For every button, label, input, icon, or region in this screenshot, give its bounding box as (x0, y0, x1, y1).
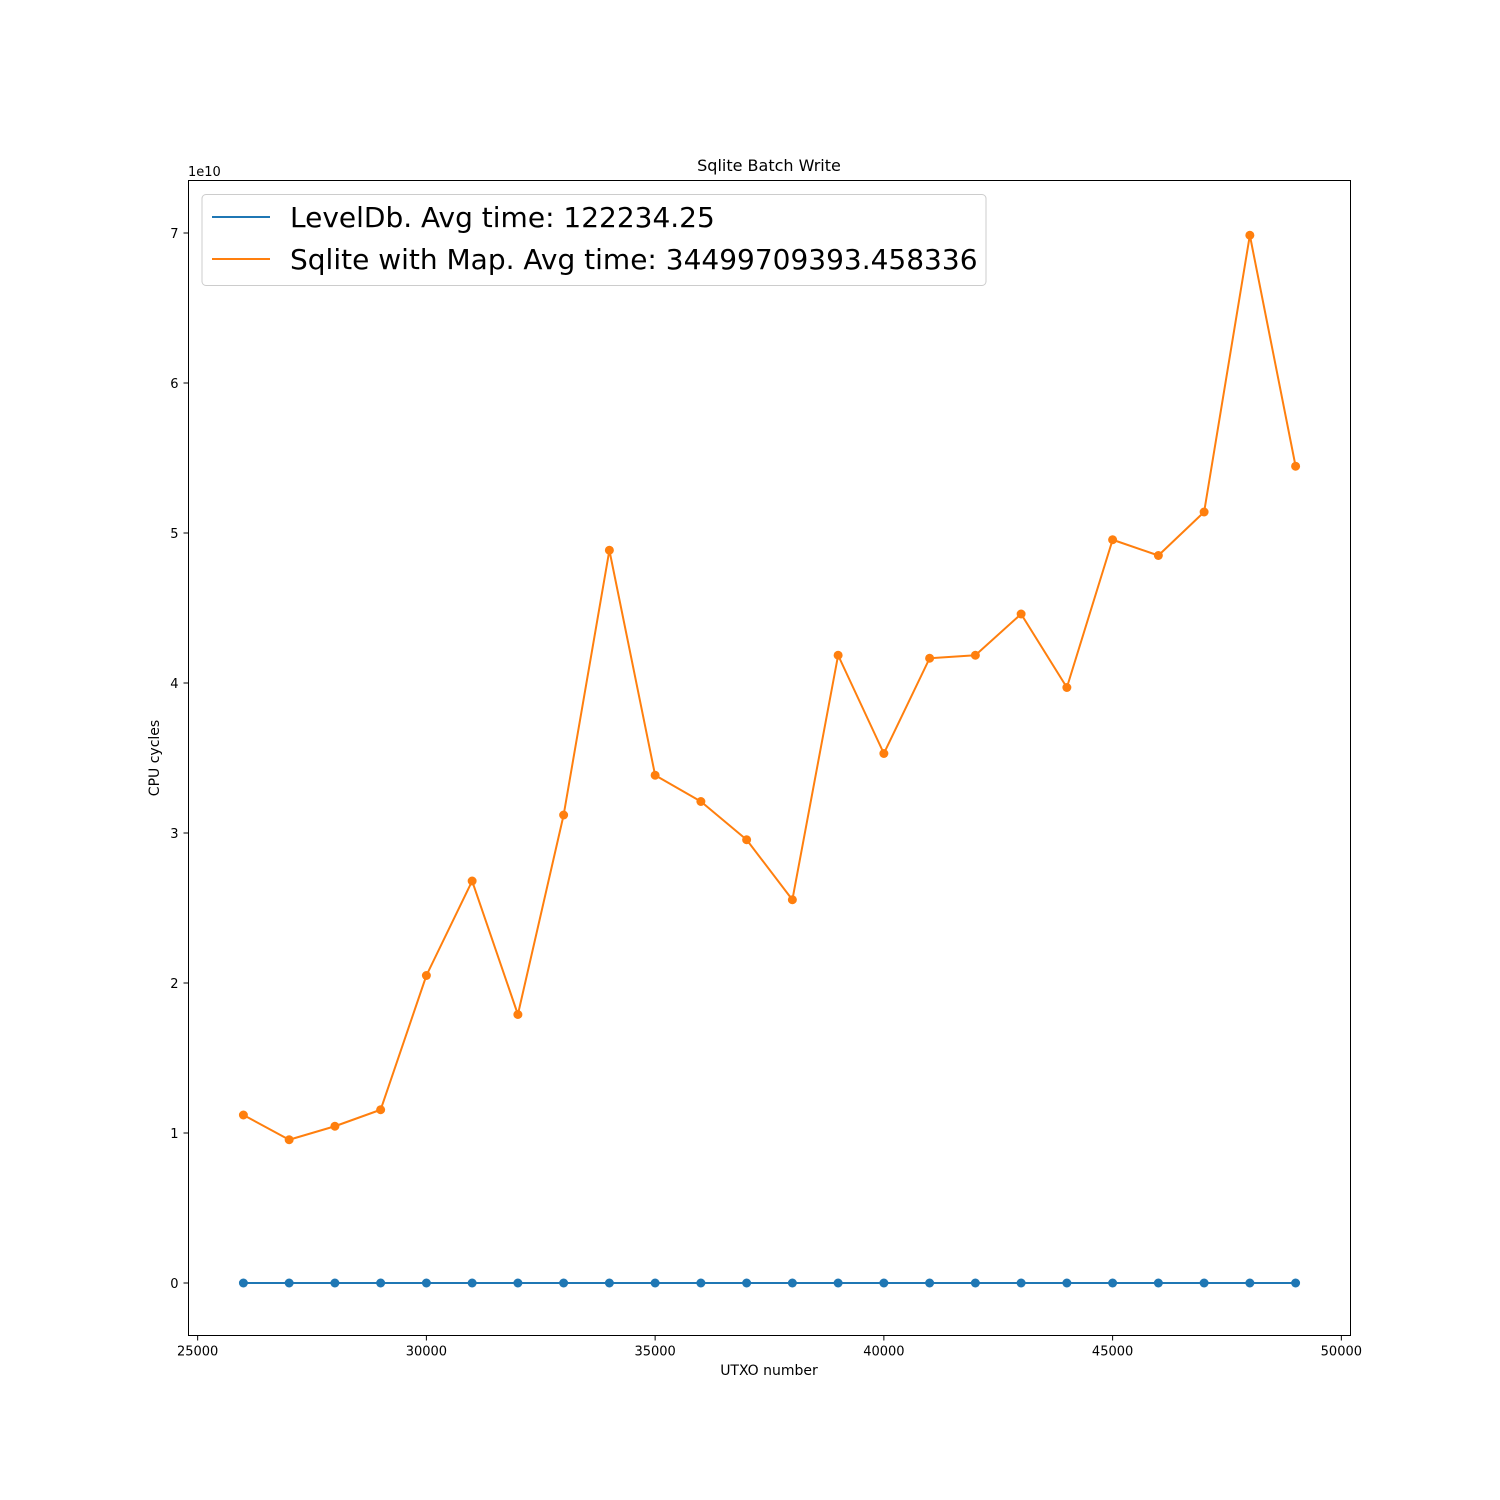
x-tick-label: 30000 (406, 1345, 447, 1360)
data-point-sqlite (787, 895, 797, 905)
plot-area (238, 230, 1301, 1288)
series-line-sqlite (242, 234, 1297, 1141)
data-point-leveldb (787, 1278, 797, 1288)
data-point-leveldb (833, 1278, 843, 1288)
data-point-sqlite (1062, 683, 1072, 692)
y-tick-label: 0 (170, 1277, 178, 1292)
data-point-sqlite (376, 1105, 386, 1115)
data-point-sqlite (742, 835, 752, 845)
y-tick-label: 4 (170, 677, 178, 692)
data-point-leveldb (970, 1278, 980, 1288)
x-tick-label: 25000 (177, 1345, 218, 1360)
data-point-leveldb (1153, 1278, 1163, 1288)
legend-box (201, 194, 987, 286)
data-point-leveldb (604, 1278, 614, 1288)
data-point-leveldb (284, 1278, 294, 1288)
x-tick-label: 45000 (1092, 1345, 1133, 1360)
data-point-sqlite (1199, 507, 1209, 517)
data-point-leveldb (559, 1278, 569, 1288)
y-tick-label: 7 (170, 227, 178, 242)
data-point-leveldb (1062, 1278, 1072, 1288)
data-point-sqlite (696, 797, 706, 806)
x-axis-title: UTXO number (720, 1363, 818, 1379)
data-point-sqlite (1153, 551, 1163, 560)
y-axis-title: CPU cycles (147, 720, 163, 796)
data-point-leveldb (238, 1278, 248, 1288)
data-point-leveldb (1016, 1278, 1026, 1288)
data-point-leveldb (467, 1278, 477, 1288)
data-point-sqlite (421, 971, 431, 980)
data-point-sqlite (1108, 535, 1118, 545)
data-point-sqlite (284, 1135, 294, 1145)
data-point-leveldb (1245, 1278, 1255, 1288)
data-point-sqlite (467, 876, 477, 886)
data-point-sqlite (1291, 461, 1301, 471)
data-point-sqlite (238, 1110, 248, 1120)
data-point-sqlite (650, 770, 660, 780)
data-point-sqlite (970, 650, 980, 660)
data-point-sqlite (1245, 230, 1255, 240)
y-axis: 0 1 2 3 4 5 6 7 (170, 227, 189, 1292)
data-point-sqlite (879, 749, 889, 758)
y-tick-label: 3 (170, 827, 178, 842)
data-point-sqlite (1016, 609, 1026, 619)
plot-frame (188, 180, 1351, 1336)
x-axis: 25000 30000 35000 40000 45000 50000 (177, 1335, 1362, 1360)
data-point-leveldb (1291, 1278, 1301, 1288)
x-tick-label: 35000 (634, 1345, 675, 1360)
data-point-sqlite (833, 650, 843, 660)
chart-title: Sqlite Batch Write (697, 156, 841, 175)
x-tick-label: 40000 (863, 1345, 904, 1360)
data-point-sqlite (330, 1121, 340, 1131)
data-point-leveldb (696, 1278, 706, 1288)
data-point-leveldb (513, 1278, 523, 1288)
data-point-leveldb (925, 1278, 935, 1288)
data-point-leveldb (879, 1278, 889, 1288)
legend: LevelDb. Avg time: 122234.25 Sqlite with… (201, 194, 987, 286)
y-tick-label: 6 (170, 377, 178, 392)
data-point-leveldb (1199, 1278, 1209, 1288)
y-tick-label: 1 (170, 1127, 178, 1142)
legend-label-sqlite: Sqlite with Map. Avg time: 34499709393.4… (290, 243, 978, 276)
data-point-leveldb (376, 1278, 386, 1288)
y-tick-label: 2 (170, 977, 178, 992)
data-point-leveldb (330, 1278, 340, 1288)
data-point-leveldb (650, 1278, 660, 1288)
x-tick-label: 50000 (1321, 1345, 1362, 1360)
y-tick-label: 5 (170, 527, 178, 542)
data-point-leveldb (742, 1278, 752, 1288)
data-point-sqlite (513, 1010, 523, 1019)
y-axis-offset-label: 1e10 (188, 165, 221, 180)
data-point-sqlite (559, 810, 569, 820)
data-point-leveldb (421, 1278, 431, 1288)
data-point-leveldb (1108, 1278, 1118, 1288)
legend-label-leveldb: LevelDb. Avg time: 122234.25 (290, 201, 715, 234)
data-point-sqlite (604, 545, 614, 555)
data-point-sqlite (925, 653, 935, 663)
